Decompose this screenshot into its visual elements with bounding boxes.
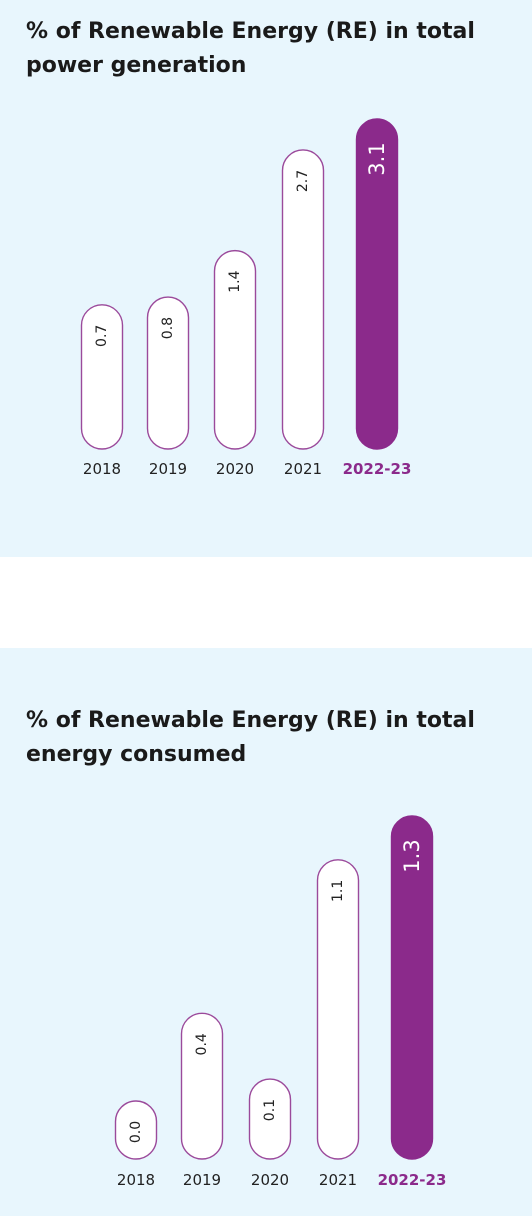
data-label-consumed-2019: 0.4 [194, 1033, 210, 1055]
data-label-consumed-2020: 0.1 [262, 1099, 278, 1121]
x-tick-label-power-2018: 2018 [83, 460, 121, 478]
bar-chart-power-generation: 0.7 2018 0.8 2019 1.4 2020 2.7 2021 3.1 2022-23 [80, 118, 412, 478]
data-label-power-2021: 2.7 [295, 170, 311, 192]
bar-chart-energy-consumed: 0.0 2018 0.4 2019 0.1 2020 1.1 2021 1.3 2022-23 [114, 815, 447, 1189]
data-label-power-2022-23: 3.1 [365, 142, 389, 175]
data-label-consumed-2022-23: 1.3 [400, 839, 424, 872]
data-label-consumed-2021: 1.1 [330, 880, 346, 902]
x-tick-label-consumed-2018: 2018 [117, 1171, 155, 1189]
x-tick-label-consumed-2022-23: 2022-23 [378, 1171, 447, 1189]
chart-title-energy-consumed: % of Renewable Energy (RE) in total ener… [26, 708, 475, 767]
chart-panel-power-generation: % of Renewable Energy (RE) in total powe… [0, 0, 532, 557]
bar-consumed-2022-23 [390, 815, 434, 1160]
data-label-power-2018: 0.7 [94, 325, 110, 347]
x-tick-label-power-2019: 2019 [149, 460, 187, 478]
bar-power-2021 [281, 149, 325, 450]
x-tick-label-power-2022-23: 2022-23 [343, 460, 412, 478]
bar-power-2022-23 [355, 118, 399, 450]
x-tick-label-consumed-2021: 2021 [319, 1171, 357, 1189]
bar-consumed-2018 [114, 1100, 158, 1160]
bar-consumed-2021 [316, 859, 360, 1160]
data-label-power-2020: 1.4 [227, 270, 243, 292]
bar-consumed-2019 [180, 1012, 224, 1160]
data-label-power-2019: 0.8 [160, 317, 176, 339]
x-tick-label-power-2020: 2020 [216, 460, 254, 478]
bar-power-2018 [80, 304, 124, 450]
data-label-consumed-2018: 0.0 [128, 1121, 144, 1143]
x-tick-label-power-2021: 2021 [284, 460, 322, 478]
bar-power-2019 [146, 296, 190, 450]
x-tick-label-consumed-2020: 2020 [251, 1171, 289, 1189]
bar-consumed-2020 [248, 1078, 292, 1160]
bar-power-2020 [213, 249, 257, 450]
chart-title-power-generation: % of Renewable Energy (RE) in total powe… [26, 19, 475, 78]
x-tick-label-consumed-2019: 2019 [183, 1171, 221, 1189]
chart-panel-energy-consumed: % of Renewable Energy (RE) in total ener… [0, 648, 532, 1216]
